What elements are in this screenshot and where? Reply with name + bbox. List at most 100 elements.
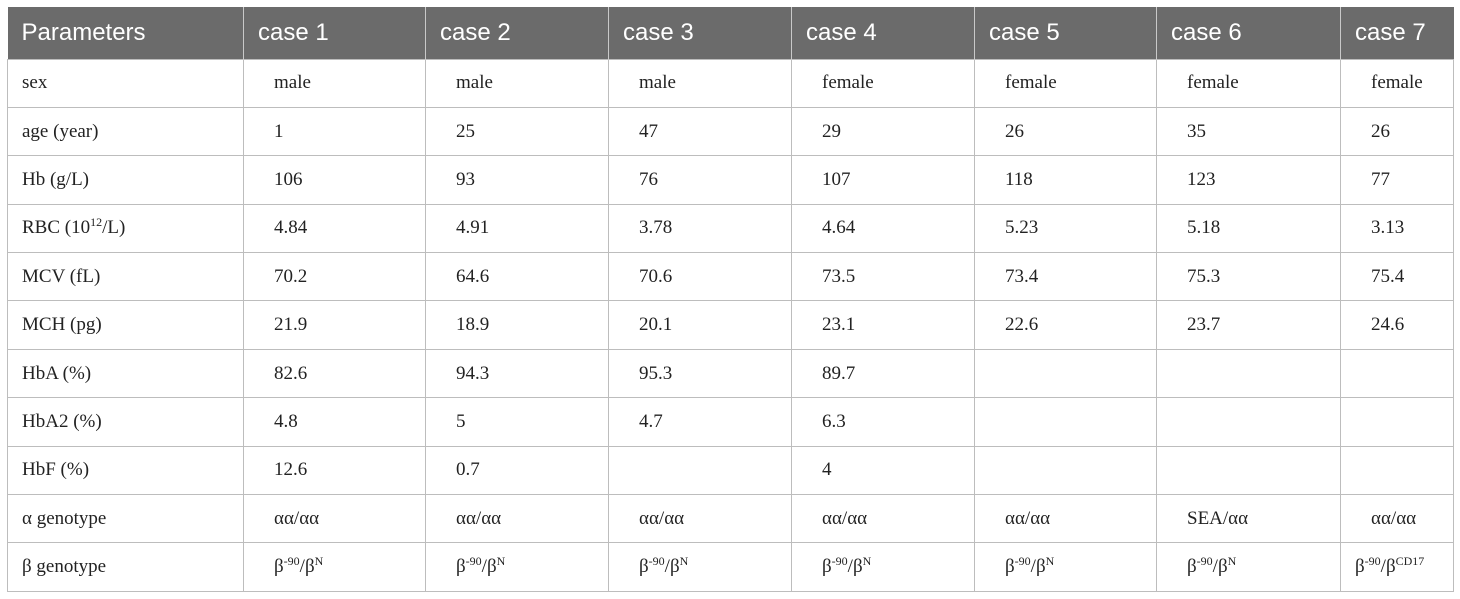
cell: 3.13 — [1340, 203, 1454, 254]
cell: female — [974, 58, 1157, 108]
cell — [1340, 445, 1454, 496]
row-label: sex — [7, 58, 244, 108]
genotype-superscript: N — [862, 554, 872, 569]
cell: 24.6 — [1340, 300, 1454, 350]
cell — [1156, 348, 1341, 399]
cell: 26 — [974, 106, 1157, 157]
cell: β-90/βN — [791, 542, 975, 592]
cell: 73.4 — [974, 252, 1157, 302]
cell: 23.7 — [1156, 300, 1341, 350]
header-parameters: Parameters — [7, 7, 244, 59]
row-label: HbA (%) — [7, 348, 244, 399]
row-label: MCH (pg) — [7, 300, 244, 350]
label-text: RBC (10 — [22, 217, 91, 239]
cell: female — [1156, 58, 1341, 108]
row-hba: HbA (%) 82.6 94.3 95.3 89.7 — [7, 348, 1454, 399]
cell: 75.4 — [1340, 252, 1454, 302]
genotype-slash: / — [481, 556, 487, 578]
genotype-superscript: N — [1227, 554, 1237, 569]
cell — [1340, 348, 1454, 399]
table-header: Parameters case 1 case 2 case 3 case 4 c… — [7, 7, 1454, 59]
cell — [1156, 397, 1341, 447]
label-superscript: 12 — [90, 215, 103, 230]
cell: 4.91 — [425, 203, 609, 254]
cell: 70.2 — [243, 252, 426, 302]
cell: 3.78 — [608, 203, 792, 254]
cell — [608, 445, 792, 496]
genotype-superscript: -90 — [465, 554, 482, 569]
cell — [1156, 445, 1341, 496]
cell: β-90/βN — [1156, 542, 1341, 592]
genotype-slash: / — [1212, 556, 1218, 578]
cell: 5.23 — [974, 203, 1157, 254]
genotype-base: β — [669, 556, 680, 578]
cell: 1 — [243, 106, 426, 157]
header-case-2: case 2 — [425, 7, 609, 59]
cell: 35 — [1156, 106, 1341, 157]
header-case-1: case 1 — [243, 7, 426, 59]
genotype-slash: / — [1380, 556, 1386, 578]
cell: 123 — [1156, 155, 1341, 205]
cell: 5.18 — [1156, 203, 1341, 254]
row-hbf: HbF (%) 12.6 0.7 4 — [7, 445, 1454, 496]
row-mch: MCH (pg) 21.9 18.9 20.1 23.1 22.6 23.7 2… — [7, 300, 1454, 350]
cell: β-90/βN — [608, 542, 792, 592]
row-label: age (year) — [7, 106, 244, 157]
genotype-slash: / — [299, 556, 305, 578]
cell: 4.7 — [608, 397, 792, 447]
cell: 107 — [791, 155, 975, 205]
cell: 4 — [791, 445, 975, 496]
cell: 4.64 — [791, 203, 975, 254]
genotype-superscript: N — [1045, 554, 1055, 569]
header-case-6: case 6 — [1156, 7, 1341, 59]
cell: αα/αα — [974, 494, 1157, 544]
row-alpha-genotype: α genotype αα/αα αα/αα αα/αα αα/αα αα/αα… — [7, 494, 1454, 544]
cell: 29 — [791, 106, 975, 157]
cell — [974, 445, 1157, 496]
row-label: HbA2 (%) — [7, 397, 244, 447]
cell: 64.6 — [425, 252, 609, 302]
cell: β-90/βN — [425, 542, 609, 592]
genotype-base: β — [1035, 556, 1046, 578]
cell: 18.9 — [425, 300, 609, 350]
cell: 4.84 — [243, 203, 426, 254]
genotype-base: β — [852, 556, 863, 578]
row-rbc: RBC (1012/L) 4.84 4.91 3.78 4.64 5.23 5.… — [7, 203, 1454, 254]
genotype-superscript: -90 — [648, 554, 665, 569]
row-hb: Hb (g/L) 106 93 76 107 118 123 77 — [7, 155, 1454, 205]
row-mcv: MCV (fL) 70.2 64.6 70.6 73.5 73.4 75.3 7… — [7, 252, 1454, 302]
genotype-slash: / — [664, 556, 670, 578]
row-age: age (year) 1 25 47 29 26 35 26 — [7, 106, 1454, 157]
cell: 22.6 — [974, 300, 1157, 350]
genotype-base: β — [274, 556, 284, 578]
cell: 76 — [608, 155, 792, 205]
row-label: HbF (%) — [7, 445, 244, 496]
cell: 95.3 — [608, 348, 792, 399]
genotype-base: β — [1385, 556, 1396, 578]
genotype-base: β — [1187, 556, 1197, 578]
cell — [1340, 397, 1454, 447]
cell: 106 — [243, 155, 426, 205]
row-hba2: HbA2 (%) 4.8 5 4.7 6.3 — [7, 397, 1454, 447]
cell: αα/αα — [425, 494, 609, 544]
cell: 70.6 — [608, 252, 792, 302]
genotype-superscript: -90 — [283, 554, 300, 569]
genotype-superscript: -90 — [1364, 554, 1381, 569]
genotype-base: β — [456, 556, 466, 578]
cell: 47 — [608, 106, 792, 157]
genotype-base: β — [639, 556, 649, 578]
genotype-superscript: N — [679, 554, 689, 569]
genotype-base: β — [822, 556, 832, 578]
cell: 89.7 — [791, 348, 975, 399]
genotype-base: β — [1005, 556, 1015, 578]
cell: αα/αα — [608, 494, 792, 544]
genotype-base: β — [486, 556, 497, 578]
cell: SEA/αα — [1156, 494, 1341, 544]
genotype-superscript: N — [496, 554, 506, 569]
header-case-4: case 4 — [791, 7, 975, 59]
cell: αα/αα — [791, 494, 975, 544]
row-label: α genotype — [7, 494, 244, 544]
cell: 26 — [1340, 106, 1454, 157]
cell: male — [243, 58, 426, 108]
cell: 4.8 — [243, 397, 426, 447]
